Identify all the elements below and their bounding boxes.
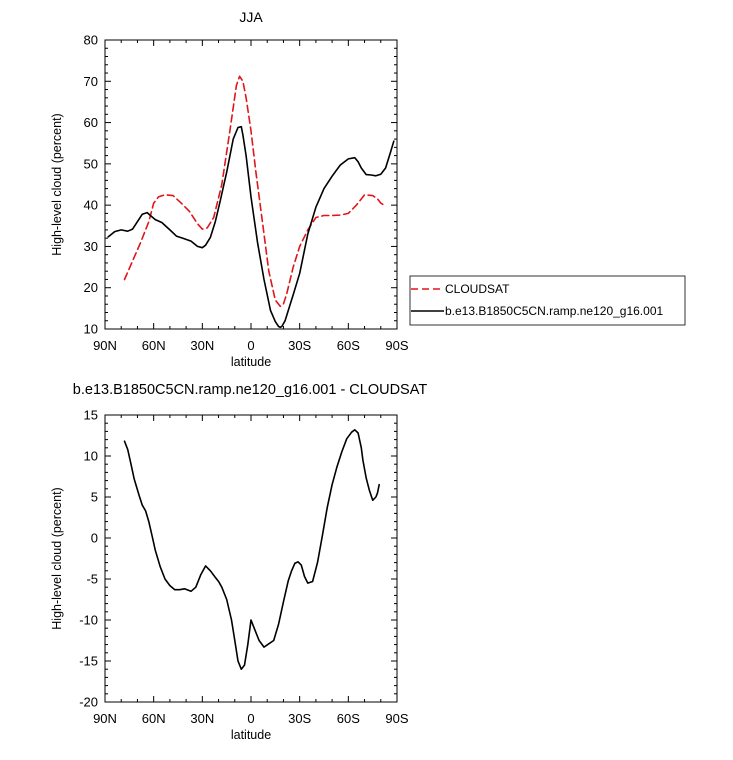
y-tick-label: 5 <box>91 490 98 505</box>
y-tick-label: -20 <box>79 695 98 710</box>
y-tick-label: 60 <box>84 115 98 130</box>
legend-label-1: CLOUDSAT <box>445 282 510 296</box>
x-tick-label: 90N <box>93 711 117 726</box>
chart-2: -20 -15 -10 -5 0 5 10 15 90N 60N 30N 0 30S 60S 90S b.e1… <box>50 382 427 742</box>
y-tick-label: 70 <box>84 74 98 89</box>
chart-title: JJA <box>239 9 263 25</box>
y-tick-label: 20 <box>84 280 98 295</box>
y-tick-label: 10 <box>84 322 98 337</box>
series-line-b-e13-b1850c5cn-ramp-ne120-g16-001 <box>107 125 395 329</box>
x-tick-label: 30N <box>190 338 214 353</box>
y-tick-label: -10 <box>79 613 98 628</box>
x-tick-label: 60N <box>142 338 166 353</box>
legend: CLOUDSAT b.e13.B1850C5CN.ramp.ne120_g16.0… <box>409 275 686 326</box>
series-line-difference <box>123 429 380 670</box>
y-tick-label: 10 <box>84 449 98 464</box>
y-axis-label: High-level cloud (percent) <box>50 487 64 629</box>
x-axis-label: latitude <box>231 355 271 369</box>
plot-frame <box>104 414 398 703</box>
y-tick-label: 50 <box>84 156 98 171</box>
x-tick-label: 30S <box>288 711 311 726</box>
x-tick-label: 60N <box>142 711 166 726</box>
y-tick-label: 80 <box>84 33 98 48</box>
y-tick-label: 40 <box>84 198 98 213</box>
x-tick-label: 30S <box>288 338 311 353</box>
x-tick-label: 60S <box>337 711 360 726</box>
x-tick-label: 0 <box>247 338 254 353</box>
y-tick-label: 15 <box>84 408 98 423</box>
y-axis-label: High-level cloud (percent) <box>50 113 64 255</box>
chart-1: 10 20 30 40 50 60 70 80 90N 60N 30N 0 30S 60S 90S JJA la… <box>50 9 409 369</box>
x-tick-label: 90N <box>93 338 117 353</box>
legend-box <box>409 275 686 326</box>
x-tick-label: 90S <box>385 338 408 353</box>
chart-title: b.e13.B1850C5CN.ramp.ne120_g16.001 - CLO… <box>73 382 428 398</box>
x-tick-label: 60S <box>337 338 360 353</box>
x-axis-label: latitude <box>231 728 271 742</box>
y-tick-label: -5 <box>86 572 98 587</box>
y-tick-label: 0 <box>91 531 98 546</box>
y-tick-label: 30 <box>84 239 98 254</box>
x-tick-label: 0 <box>247 711 254 726</box>
x-tick-label: 30N <box>190 711 214 726</box>
series-line-cloudsat <box>123 75 385 308</box>
plot-frame <box>104 39 398 330</box>
y-tick-label: -15 <box>79 654 98 669</box>
legend-label-2: b.e13.B1850C5CN.ramp.ne120_g16.001 <box>445 304 663 318</box>
x-tick-label: 90S <box>385 711 408 726</box>
